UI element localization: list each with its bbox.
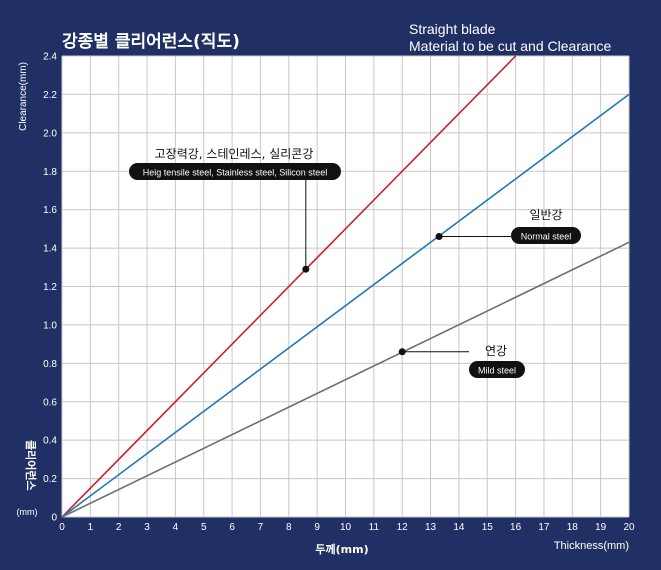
y-tick-label-0: 0 [51,513,57,524]
x-tick-label-7: 7 [258,522,264,533]
y-tick-label-9: 1.8 [43,167,57,178]
tag-mild-en [469,361,525,378]
grid-lines [61,55,630,518]
x-axis-label-en: Thickness(mm) [554,540,629,552]
x-tick-label-6: 6 [229,522,235,533]
x-tick-label-5: 5 [201,522,207,533]
tag-normal-en [511,227,581,244]
y-tick-label-1: 0.2 [43,474,57,485]
series-markers [302,233,443,356]
y-tick-labels: 0 0.2 0.4 0.6 0.8 1.0 1.2 1.4 1.6 1.8 2.0 2.2 2.4 [43,52,57,524]
y-tick-label-4: 0.8 [43,359,57,370]
series-lines [61,55,630,518]
x-tick-label-4: 4 [173,522,179,533]
y-tick-label-11: 2.2 [43,90,57,101]
x-tick-label-17: 17 [538,522,550,533]
y-tick-label-2: 0.4 [43,436,57,447]
x-axis-label-ko: 두께(mm) [315,542,368,556]
chart-title-en-1: Straight blade [409,21,496,37]
y-tick-label-5: 1.0 [43,320,57,331]
x-tick-label-16: 16 [510,522,522,533]
series-marker-0 [302,265,310,273]
x-tick-labels: 0 1 2 3 4 5 6 7 8 9 10 11 12 13 14 15 16 17 18 19 20 [59,522,635,533]
y-tick-label-10: 2.0 [43,128,57,139]
tag-high-en-text: Heig tensile steel, Stainless steel, Sil… [143,168,328,178]
y-axis-label-ko: 클리어런스 [24,440,38,491]
x-tick-label-11: 11 [369,522,380,533]
y-tick-label-8: 1.6 [43,205,57,216]
series-line-0 [61,55,517,518]
series-line-2 [61,241,630,518]
y-tick-label-7: 1.4 [43,244,57,255]
x-tick-label-20: 20 [623,522,635,533]
y-tick-label-6: 1.2 [43,282,57,293]
series-line-1 [61,93,630,518]
label-high-ko: 고장력강, 스테인레스, 실리콘강 [155,147,314,161]
x-tick-label-10: 10 [340,522,352,533]
y-axis-unit: (mm) [17,507,38,517]
x-tick-label-14: 14 [453,522,465,533]
tag-mild-en-text: Mild steel [478,366,516,376]
x-tick-label-1: 1 [88,522,94,533]
x-tick-label-18: 18 [567,522,579,533]
x-tick-label-12: 12 [397,522,409,533]
x-tick-label-0: 0 [59,522,65,533]
x-tick-label-2: 2 [116,522,122,533]
series-marker-2 [398,348,406,356]
leader-lines [305,180,511,353]
x-tick-label-13: 13 [425,522,437,533]
series-marker-1 [435,233,443,241]
y-tick-label-3: 0.6 [43,397,57,408]
y-axis-label-en: Clearance(mm) [18,62,29,131]
tag-high-en [129,163,341,180]
x-tick-label-9: 9 [314,522,320,533]
x-tick-label-15: 15 [482,522,494,533]
chart-title-ko: 강종별 클리어런스(직도) [62,32,240,52]
x-tick-label-19: 19 [595,522,607,533]
tag-normal-en-text: Normal steel [521,232,572,242]
label-mild-ko: 연강 [485,344,507,358]
chart-title-en-2: Material to be cut and Clearance [409,38,612,54]
x-tick-label-8: 8 [286,522,292,533]
label-normal-ko: 일반강 [529,208,562,222]
y-tick-label-12: 2.4 [43,52,57,63]
x-tick-label-3: 3 [144,522,150,533]
